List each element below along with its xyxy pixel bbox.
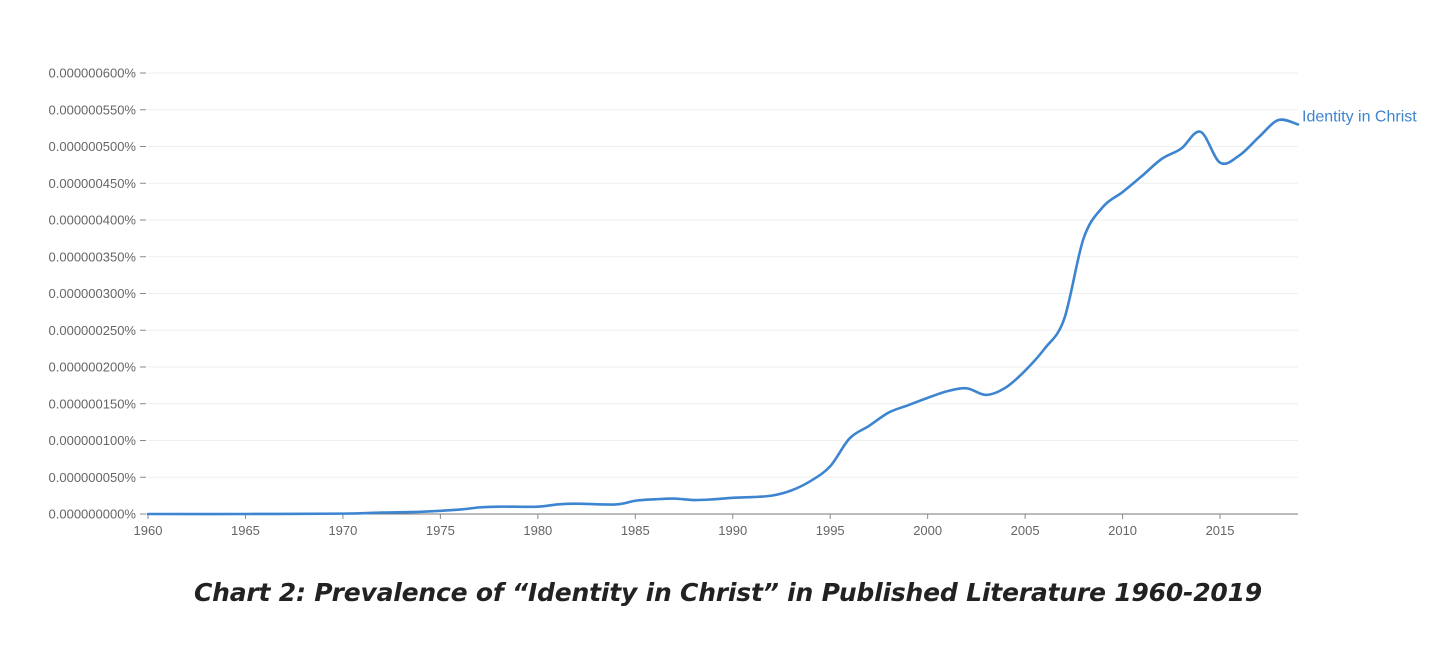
y-tick-label: 0.000000350% [49,249,137,264]
y-tick-label: 0.000000450% [49,176,137,191]
chart-caption: Chart 2: Prevalence of “Identity in Chri… [194,578,1262,607]
x-tick-label: 1980 [523,523,552,538]
x-tick-label: 2005 [1011,523,1040,538]
x-tick-label: 1975 [426,523,455,538]
y-tick-label: 0.000000550% [49,102,137,117]
axis-layer: 0.000000000% 0.000000050% 0.000000100% 0.00… [49,66,1298,538]
x-tick-label: 1995 [816,523,845,538]
y-tick-label: 0.000000100% [49,433,137,448]
chart: 0.000000000% 0.000000050% 0.000000100% 0.00… [49,66,1418,539]
x-tick-label: 2015 [1206,523,1235,538]
x-tick-label: 1990 [718,523,747,538]
y-tick-label: 0.000000300% [49,286,137,301]
series-layer: Identity in Christ [146,108,1417,516]
x-tick-label: 1960 [134,523,163,538]
x-tick-label: 2010 [1108,523,1137,538]
y-tick-label: 0.000000400% [49,213,137,228]
x-tick-label: 2000 [913,523,942,538]
y-tick-label: 0.000000150% [49,396,137,411]
y-tick-label: 0.000000050% [49,470,137,485]
line-chart: 0.000000000% 0.000000050% 0.000000100% 0.00… [49,66,1418,539]
series-label: Identity in Christ [1302,108,1417,125]
grid-layer [148,72,1298,478]
x-tick-label: 1965 [231,523,260,538]
x-tick-label: 1985 [621,523,650,538]
series-line-identity-in-christ [146,118,1300,516]
y-tick-label: 0.000000250% [49,323,137,338]
x-tick-label: 1970 [328,523,357,538]
y-tick-label: 0.000000600% [49,66,137,81]
y-tick-label: 0.000000000% [49,507,137,522]
y-tick-label: 0.000000200% [49,360,137,375]
y-tick-label: 0.000000500% [49,139,137,154]
